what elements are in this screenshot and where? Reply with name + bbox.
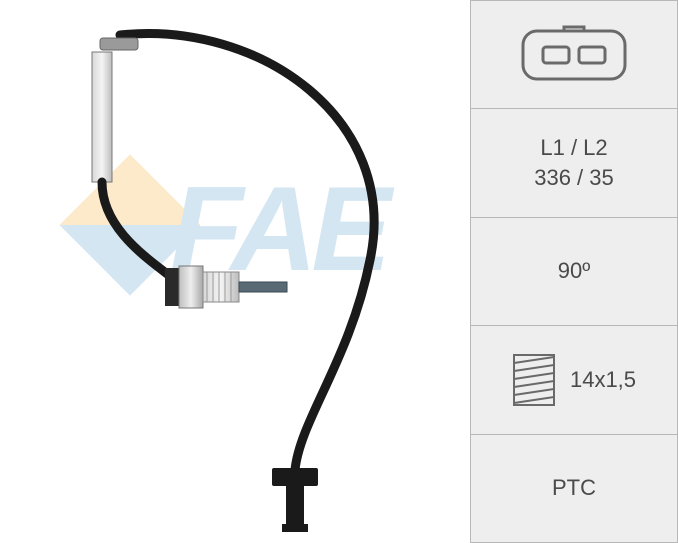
spec-sensor-type: PTC	[470, 434, 678, 543]
spec-angle: 90º	[470, 217, 678, 326]
spec-length: L1 / L2 336 / 35	[470, 108, 678, 217]
spec-sensor-type-value: PTC	[552, 475, 596, 501]
spec-connector	[470, 0, 678, 109]
spec-panel: L1 / L2 336 / 35 90º 14x1,5 PTC	[470, 0, 678, 543]
spec-length-value: 336 / 35	[534, 165, 614, 191]
connector-icon	[519, 25, 629, 85]
spec-thread: 14x1,5	[470, 325, 678, 434]
spec-angle-value: 90º	[558, 258, 591, 284]
thread-icon	[512, 353, 556, 407]
spec-length-label: L1 / L2	[540, 135, 607, 161]
product-image-area: FAE	[0, 0, 470, 543]
spec-thread-value: 14x1,5	[570, 367, 636, 393]
sensor-illustration	[0, 0, 470, 543]
